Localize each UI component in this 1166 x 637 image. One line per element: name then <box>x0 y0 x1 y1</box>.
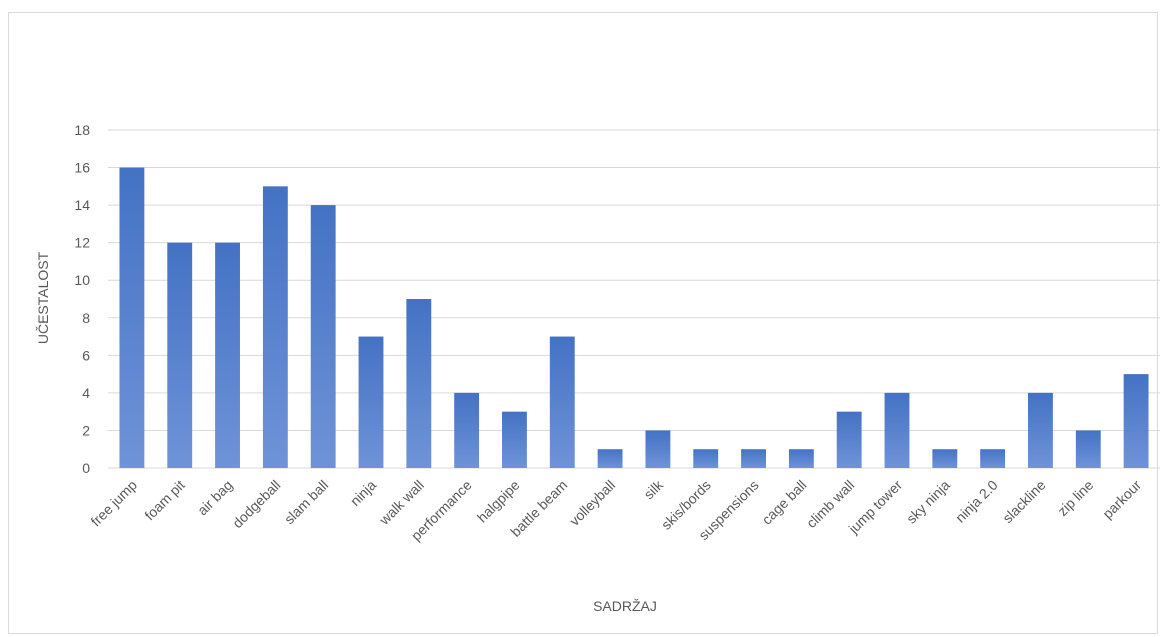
x-tick-label: halgpipe <box>474 477 523 526</box>
bar <box>693 449 719 468</box>
x-tick-label: ninja <box>347 477 379 509</box>
bar <box>645 430 671 468</box>
y-tick-label: 16 <box>74 160 90 176</box>
bar <box>788 449 814 468</box>
bar <box>1123 374 1149 468</box>
x-tick-label: volleyball <box>566 477 618 529</box>
bar <box>167 242 193 468</box>
bars <box>119 167 1149 469</box>
bar <box>980 449 1006 468</box>
bar <box>836 411 862 468</box>
bar <box>597 449 623 468</box>
x-tick-label: air bag <box>194 477 236 519</box>
y-tick-label: 4 <box>82 385 90 401</box>
y-tick-label: 10 <box>74 272 90 288</box>
x-tick-label: silk <box>640 476 666 502</box>
x-tick-label: ninja 2.0 <box>952 477 1001 526</box>
y-tick-label: 14 <box>74 197 90 213</box>
y-tick-label: 2 <box>82 422 90 438</box>
y-tick-label: 0 <box>82 460 90 476</box>
bar <box>932 449 958 468</box>
y-tick-label: 8 <box>82 310 90 326</box>
bar <box>741 449 766 468</box>
y-tick-label: 6 <box>82 347 90 363</box>
bar <box>310 205 336 468</box>
y-tick-label: 18 <box>74 122 90 138</box>
y-tick-label: 12 <box>74 235 90 251</box>
x-tick-label: slackline <box>999 477 1048 526</box>
bar <box>884 392 910 468</box>
bar <box>549 336 575 468</box>
x-tick-label: slam ball <box>281 477 331 527</box>
x-tick-label: free jump <box>87 477 140 530</box>
bar <box>358 336 384 468</box>
bar <box>215 242 240 468</box>
bar <box>119 167 145 469</box>
bar <box>1075 430 1101 468</box>
y-axis-ticks: 0 2 4 6 8 10 12 14 16 18 <box>74 122 90 476</box>
x-tick-label: sky ninja <box>903 477 953 527</box>
y-axis-title: UČESTALOST <box>35 251 51 344</box>
bar <box>454 392 480 468</box>
bar <box>406 299 432 468</box>
x-tick-label: parkour <box>1099 477 1144 522</box>
bar <box>1028 392 1053 468</box>
x-tick-label: dodgeball <box>229 477 283 531</box>
x-tick-label: cage ball <box>759 477 810 528</box>
bar <box>502 411 527 468</box>
chart-area <box>8 12 1158 634</box>
x-tick-label: foam pit <box>141 477 188 524</box>
x-tick-label: zip line <box>1054 477 1096 519</box>
bar <box>262 186 288 469</box>
x-axis-title: SADRŽAJ <box>593 598 657 614</box>
